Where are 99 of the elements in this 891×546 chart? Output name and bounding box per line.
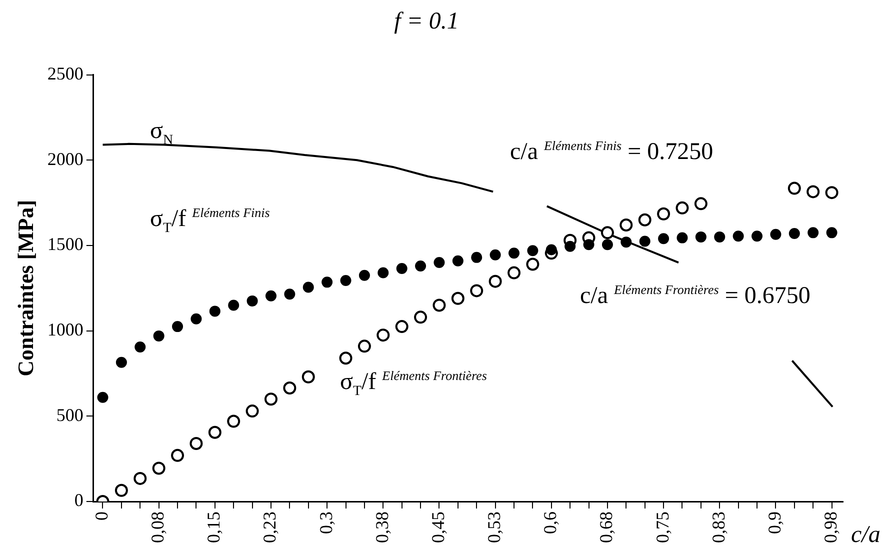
y-tick-label: 0 [74,490,84,510]
x-tick-label: 0,08 [148,512,168,543]
point [227,414,240,428]
point [657,207,670,220]
annotation: σ$_{T}$/f $^{Eléments Frontières}$ [340,368,487,400]
point [602,239,613,250]
point [638,213,652,226]
point [620,236,632,248]
point [825,186,838,200]
x-tick-label: 0,68 [596,512,616,543]
annotation: c/a $^{Eléments Finis}$ = 0.7250 [510,138,714,166]
point [452,255,464,266]
point [639,236,650,247]
x-tick-label: 0,23 [260,512,280,543]
point [451,292,464,305]
x-tick-label: 0 [91,512,112,520]
point [172,321,184,332]
point [396,263,408,274]
annotation: σ$_{N}$ [150,118,174,149]
point [526,258,540,271]
point [171,448,184,462]
point [284,288,296,300]
point [114,484,128,497]
point [265,290,276,302]
point [732,230,744,242]
point [283,382,296,394]
point [490,249,501,260]
point [414,310,428,324]
point [676,201,689,214]
point [246,295,258,306]
point [788,228,800,240]
point [116,356,127,368]
x-tick-label: 0,9 [764,512,784,534]
point [564,240,576,252]
point [488,274,502,288]
chart-title: f = 0.1 [394,8,459,35]
point [470,284,484,298]
point [190,436,203,450]
point [752,230,763,242]
point [620,218,633,232]
point [339,352,352,365]
point [152,462,166,475]
point [264,392,278,406]
x-tick-label: 0,53 [484,512,504,543]
point [415,260,426,272]
x-tick-label: 0,38 [372,512,392,543]
point [97,392,108,403]
point [358,270,370,281]
point [358,340,371,353]
point [546,244,557,256]
point [322,276,333,288]
point [826,227,838,238]
annotation: c/a $^{Eléments Frontières}$ = 0.6750 [580,282,810,310]
point [302,282,314,293]
x-tick-label: 0,45 [428,512,448,543]
x-tick-label: 0,75 [652,512,672,543]
y-tick-label: 1500 [47,234,84,254]
point [228,300,240,311]
y-tick-label: 2000 [47,148,84,169]
y-tick-label: 2500 [47,64,84,84]
point [508,266,520,280]
point [788,182,801,195]
point [583,239,594,250]
point [246,404,259,418]
x-tick-label: 0,15 [204,512,224,543]
point [695,231,706,242]
x-tick-label: 0,3 [316,512,336,534]
point [676,232,688,244]
point [714,231,726,242]
y-tick-label: 500 [56,404,84,425]
point [600,226,614,240]
x-tick-label: 0,83 [708,512,728,543]
point [340,274,352,286]
point [190,313,202,324]
x-tick-label: 0,6 [540,512,560,534]
point [806,185,820,198]
y-tick-label: 1000 [47,320,84,340]
point [208,426,222,439]
point [134,472,147,485]
y-axis-title: Contraintes [MPa] [12,200,38,376]
point [434,257,445,268]
point [471,252,482,263]
x-tick-label: 0,98 [820,512,841,543]
annotation: σ$_{T}$/f $^{Eléments Finis}$ [150,205,270,237]
point [209,306,220,317]
point [527,245,538,256]
x-axis-title: c/a [851,522,880,546]
point [302,370,315,384]
point [432,298,446,312]
point [808,227,819,238]
point [378,267,389,278]
point [770,228,782,240]
point [694,197,708,210]
point [395,320,408,334]
point [376,328,390,342]
point [134,342,146,353]
point [658,233,670,244]
point [153,330,164,342]
point [508,248,520,259]
